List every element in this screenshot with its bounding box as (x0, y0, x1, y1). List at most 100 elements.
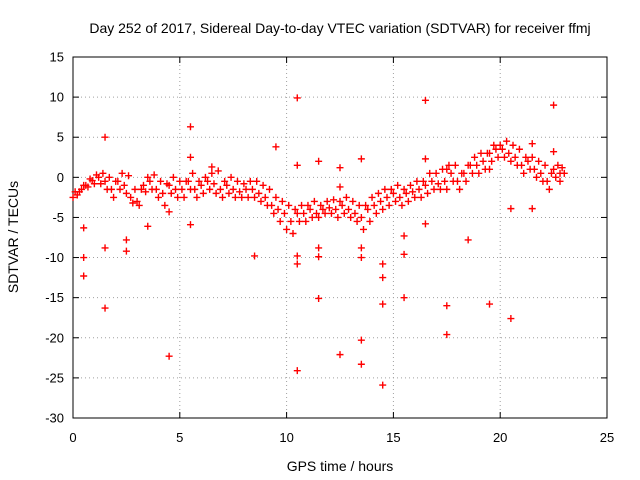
data-point (204, 177, 212, 185)
data-point (285, 201, 293, 209)
data-point (225, 189, 233, 197)
data-point (261, 193, 269, 201)
data-point (550, 148, 558, 156)
data-point (421, 155, 429, 163)
data-point (148, 185, 156, 193)
data-point (479, 157, 487, 165)
data-point (112, 177, 120, 185)
data-point (417, 193, 425, 201)
data-point (180, 193, 188, 201)
x-tick-label: 20 (493, 430, 507, 445)
data-point (86, 175, 94, 183)
data-point (174, 193, 182, 201)
data-point (242, 185, 250, 193)
data-point (383, 193, 391, 201)
data-point (233, 177, 241, 185)
data-point (227, 173, 235, 181)
data-point (558, 164, 566, 172)
data-point (490, 141, 498, 149)
x-tick-label: 15 (386, 430, 400, 445)
data-point (259, 181, 267, 189)
data-point (535, 157, 543, 165)
data-point (246, 177, 254, 185)
data-point (319, 205, 327, 213)
data-point (374, 189, 382, 197)
data-point (541, 161, 549, 169)
data-point (101, 177, 109, 185)
data-point (165, 208, 173, 216)
data-point (197, 181, 205, 189)
data-point (327, 209, 335, 217)
data-point (475, 169, 483, 177)
data-point (131, 185, 139, 193)
data-point (456, 185, 464, 193)
data-point (122, 189, 130, 197)
data-point (488, 157, 496, 165)
data-point (379, 381, 387, 389)
y-tick-label: -25 (45, 370, 64, 385)
data-point (298, 201, 306, 209)
data-point (118, 169, 126, 177)
y-tick-label: 10 (50, 90, 64, 105)
y-tick-labels: -30 -25 -20 -15 -10 -5 0 5 10 15 (45, 50, 64, 426)
data-point (426, 169, 434, 177)
data-point (110, 193, 118, 201)
data-point (206, 185, 214, 193)
data-point (293, 260, 301, 268)
data-point (231, 193, 239, 201)
data-point (223, 181, 231, 189)
data-point (379, 260, 387, 268)
data-point (308, 213, 316, 221)
data-point (486, 165, 494, 173)
data-point (186, 153, 194, 161)
data-point (244, 193, 252, 201)
data-point (379, 205, 387, 213)
data-point (509, 141, 517, 149)
data-point (379, 300, 387, 308)
data-point (139, 181, 147, 189)
data-point (291, 205, 299, 213)
data-point (146, 177, 154, 185)
grid-lines (73, 57, 607, 418)
data-point (240, 180, 248, 188)
data-point (496, 141, 504, 149)
data-point (483, 149, 491, 157)
data-point (507, 157, 515, 165)
data-point (447, 169, 455, 177)
data-point (533, 173, 541, 181)
data-point (129, 199, 137, 207)
y-tick-label: 15 (50, 50, 64, 65)
y-tick-label: 0 (57, 170, 64, 185)
data-point (385, 201, 393, 209)
data-point (389, 189, 397, 197)
data-point (364, 205, 372, 213)
data-point (272, 143, 280, 151)
data-point (468, 169, 476, 177)
data-point (340, 209, 348, 217)
data-point (133, 197, 141, 205)
data-point (253, 177, 261, 185)
data-point (355, 201, 363, 209)
data-point (400, 294, 408, 302)
data-point (370, 201, 378, 209)
data-point (293, 367, 301, 375)
data-point (379, 274, 387, 282)
data-point (236, 188, 244, 196)
data-point (524, 157, 532, 165)
data-point (539, 177, 547, 185)
data-point (178, 185, 186, 193)
data-point (193, 193, 201, 201)
data-point (511, 153, 519, 161)
data-point (554, 161, 562, 169)
data-point (477, 149, 485, 157)
data-point (120, 181, 128, 189)
data-point (278, 197, 286, 205)
data-point (338, 201, 346, 209)
data-point (351, 209, 359, 217)
data-point (432, 169, 440, 177)
y-axis-title: SDTVAR / TECUs (5, 181, 21, 293)
data-point (334, 213, 342, 221)
data-point (251, 193, 259, 201)
data-point (263, 201, 271, 209)
data-point (219, 193, 227, 201)
